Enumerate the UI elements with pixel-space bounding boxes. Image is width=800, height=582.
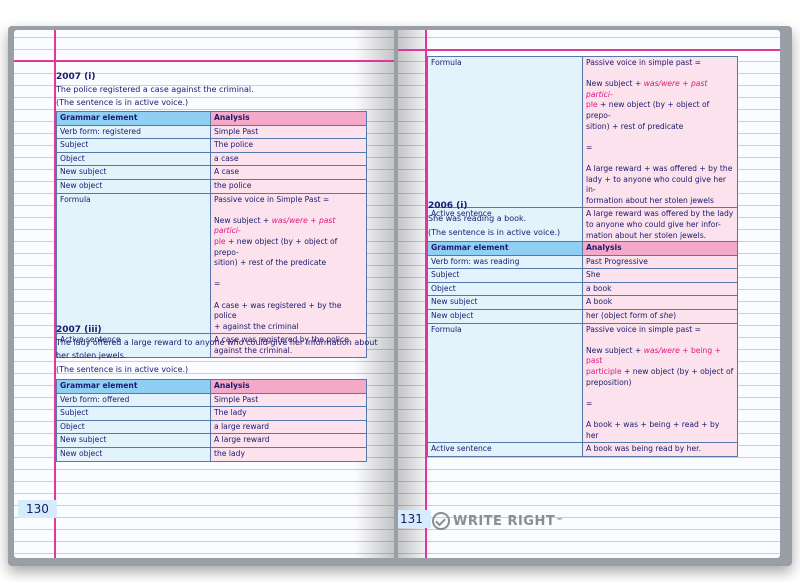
trademark-symbol: ™ bbox=[556, 517, 564, 525]
grammar-table: Grammar element Analysis Verb form: offe… bbox=[56, 379, 367, 462]
table-row: New subject A case bbox=[56, 165, 367, 180]
table-row: Subject The lady bbox=[56, 406, 367, 421]
margin-line bbox=[425, 30, 427, 558]
table-row: Object a large reward bbox=[56, 419, 367, 435]
section-heading: 2007 (iii) bbox=[56, 325, 102, 335]
table-row: Subject The police bbox=[56, 138, 367, 153]
question-sentence: her stolen jewels. bbox=[56, 351, 127, 360]
table-row: New object the lady bbox=[56, 446, 367, 462]
formula-row: Formula Passive voice in Simple Past = N… bbox=[56, 192, 367, 335]
page-number: 130 bbox=[18, 500, 57, 518]
column-header: Grammar element bbox=[56, 379, 211, 394]
column-header: Grammar element bbox=[427, 241, 583, 256]
grammar-table: Grammar element Analysis Verb form: was … bbox=[427, 241, 738, 457]
left-page: 2007 (i) The police registered a case ag… bbox=[14, 30, 394, 558]
page-number: 131 bbox=[398, 510, 431, 528]
top-line bbox=[398, 49, 780, 51]
column-header: Analysis bbox=[210, 111, 367, 126]
question-sentence: The police registered a case against the… bbox=[56, 85, 254, 94]
section-heading: 2006 (i) bbox=[428, 201, 468, 211]
table-row: New object her (object form of she) bbox=[427, 308, 738, 324]
grammar-table: Grammar element Analysis Verb form: regi… bbox=[56, 111, 367, 359]
question-sentence: She was reading a book. bbox=[428, 214, 527, 223]
table-row: Object a case bbox=[56, 151, 367, 167]
table-row: Subject She bbox=[427, 268, 738, 283]
column-header: Analysis bbox=[210, 379, 367, 394]
table-row: New subject A large reward bbox=[56, 433, 367, 448]
write-right-logo: WRITE RIGHT ™ bbox=[432, 512, 564, 530]
active-sentence-row: Active sentence A book was being read by… bbox=[427, 442, 738, 457]
logo-text: WRITE RIGHT bbox=[453, 513, 556, 529]
active-sentence-row: Active sentence A case was registered by… bbox=[56, 333, 367, 359]
checkmark-logo-icon bbox=[432, 512, 450, 530]
voice-note: (The sentence is in active voice.) bbox=[56, 365, 189, 374]
formula-row: Formula Passive voice in simple past = N… bbox=[427, 55, 738, 209]
table-row: Verb form: offered Simple Past bbox=[56, 392, 367, 408]
voice-note: (The sentence is in active voice.) bbox=[56, 98, 189, 107]
margin-line bbox=[54, 30, 56, 558]
grammar-table-continued: Formula Passive voice in simple past = N… bbox=[427, 55, 738, 244]
voice-note: (The sentence is in active voice.) bbox=[428, 228, 561, 237]
table-row: Object a book bbox=[427, 281, 738, 297]
active-sentence-row: Active sentence A large reward was offer… bbox=[427, 207, 738, 244]
column-header: Analysis bbox=[582, 241, 738, 256]
top-line bbox=[14, 60, 394, 62]
section-heading: 2007 (i) bbox=[56, 72, 96, 82]
table-row: New object the police bbox=[56, 178, 367, 194]
formula-row: Formula Passive voice in simple past = N… bbox=[427, 322, 738, 444]
table-row: Verb form: registered Simple Past bbox=[56, 124, 367, 140]
right-page: Formula Passive voice in simple past = N… bbox=[398, 30, 780, 558]
table-row: New subject A book bbox=[427, 295, 738, 310]
question-sentence: The lady offered a large reward to anyon… bbox=[56, 338, 378, 347]
table-row: Verb form: was reading Past Progressive bbox=[427, 254, 738, 270]
column-header: Grammar element bbox=[56, 111, 211, 126]
